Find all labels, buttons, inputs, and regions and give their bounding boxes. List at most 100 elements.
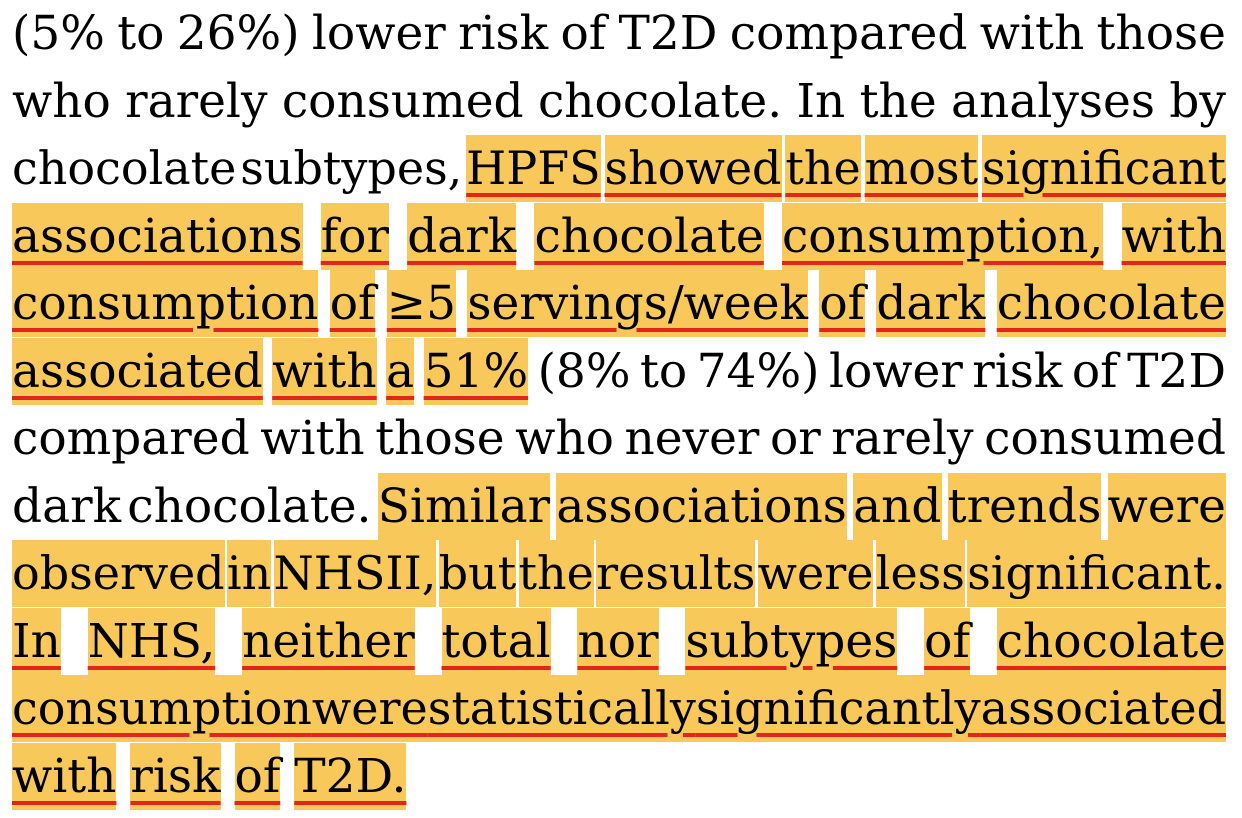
highlighted-word: the — [518, 540, 594, 607]
text-line: who rarely consumed chocolate. In the analyses… — [12, 68, 1226, 135]
word: to — [117, 6, 165, 61]
highlighted-underlined-word: the — [785, 135, 861, 202]
text-line: In NHS, neither total nor subtypes of chocolate — [12, 607, 1226, 675]
word: T2D — [618, 6, 718, 61]
word: of — [1071, 343, 1118, 399]
highlighted-underlined-word: significant — [981, 135, 1226, 202]
highlighted-underlined-word: consumption — [12, 270, 319, 337]
highlighted-underlined-word: HPFS — [466, 135, 601, 202]
highlighted-word: were — [1107, 472, 1226, 540]
highlighted-underlined-word: associated — [980, 675, 1227, 742]
word: to — [639, 343, 688, 399]
word: consumed — [984, 411, 1226, 466]
word: dark — [12, 478, 122, 534]
text-line: dark chocolate. Similar associations and tren… — [12, 472, 1226, 540]
highlighted-underlined-word: risk — [130, 742, 221, 810]
text-line: observed in NHSII, but the results were less sig… — [12, 540, 1226, 607]
word: with — [260, 411, 365, 466]
text-line: compared with those who never or rarely consume… — [12, 405, 1226, 472]
highlighted-underlined-word: T2D. — [294, 742, 407, 810]
word: chocolate. — [537, 73, 783, 129]
word: lower — [311, 6, 446, 61]
highlighted-underlined-word: of — [329, 270, 376, 337]
word: risk — [972, 343, 1063, 399]
highlighted-underlined-word: subtypes — [685, 607, 898, 675]
word: rarely — [831, 411, 974, 466]
word: chocolate — [12, 141, 237, 195]
highlighted-underlined-word: NHS, — [87, 607, 216, 675]
word: 26%) — [176, 6, 300, 61]
word: rarely — [125, 73, 268, 129]
text-line: chocolate subtypes, HPFS showed the most signi… — [12, 135, 1226, 202]
highlighted-underlined-word: chocolate — [534, 202, 764, 270]
highlighted-underlined-word: for — [320, 202, 389, 270]
text-line: with risk of T2D. — [12, 742, 1226, 810]
highlighted-underlined-word: total — [441, 607, 551, 675]
highlighted-word: Similar — [377, 472, 551, 540]
word: (5% — [12, 6, 105, 61]
highlighted-underlined-word: neither — [242, 607, 415, 675]
word: analyses — [951, 73, 1155, 129]
text-line: associations for dark chocolate consumption,… — [12, 202, 1226, 270]
highlighted-word: but — [438, 540, 517, 607]
highlighted-underlined-word: In — [12, 607, 61, 675]
word: never — [624, 411, 760, 466]
word: compared — [729, 6, 968, 61]
highlighted-underlined-word: statistically — [427, 675, 696, 742]
highlighted-underlined-word: associated — [12, 337, 263, 405]
word: consumed — [281, 73, 524, 129]
highlighted-word: results — [596, 540, 756, 607]
word: by — [1169, 73, 1226, 129]
word: risk — [458, 6, 549, 61]
highlighted-underlined-word: servings/week — [467, 270, 808, 337]
highlighted-underlined-word: with — [272, 337, 377, 405]
highlighted-underlined-word: of — [924, 607, 970, 675]
highlighted-underlined-word: chocolate — [996, 607, 1226, 675]
word: who — [515, 411, 614, 466]
highlighted-underlined-word: significantly — [695, 675, 981, 742]
word: who — [12, 73, 111, 129]
word: chocolate. — [127, 478, 372, 534]
highlighted-underlined-word: showed — [604, 135, 782, 202]
word: or — [769, 411, 821, 466]
word: T2D — [1127, 343, 1226, 399]
word: 74%) — [696, 343, 820, 399]
word: with — [979, 6, 1085, 61]
word: (8% — [537, 343, 631, 399]
highlighted-word: in — [226, 540, 272, 607]
highlighted-word: and — [853, 472, 942, 540]
word: In — [796, 73, 846, 129]
highlighted-underlined-word: associations — [12, 202, 303, 270]
highlighted-word: NHSII, — [273, 540, 437, 607]
highlighted-word: trends — [947, 472, 1102, 540]
highlighted-underlined-word: dark — [876, 270, 986, 337]
word: compared — [12, 411, 250, 466]
word: lower — [828, 343, 963, 399]
highlighted-underlined-word: with — [1121, 202, 1226, 270]
highlighted-underlined-word: nor — [577, 607, 659, 675]
highlighted-underlined-word: dark — [407, 202, 517, 270]
highlighted-underlined-word: ≥5 — [386, 270, 457, 337]
word: the — [859, 73, 937, 129]
highlighted-underlined-word: most — [864, 135, 978, 202]
highlighted-word: were — [757, 540, 874, 607]
highlighted-underlined-word: with — [12, 742, 117, 810]
highlighted-underlined-word: chocolate — [996, 270, 1226, 337]
word: those — [1096, 6, 1226, 61]
word: subtypes, — [240, 141, 463, 195]
highlighted-word: observed — [12, 540, 225, 607]
highlighted-underlined-word: of — [819, 270, 866, 337]
highlighted-word: associations — [556, 472, 847, 540]
word: of — [560, 6, 607, 61]
text-line: consumption of ≥5 servings/week of dark chocol… — [12, 270, 1226, 337]
highlighted-word: less — [875, 540, 965, 607]
highlighted-underlined-word: of — [234, 742, 281, 810]
highlighted-underlined-word: 51% — [423, 337, 529, 405]
text-line: consumption were statistically significantl… — [12, 675, 1227, 742]
highlighted-underlined-word: a — [386, 337, 415, 405]
highlighted-underlined-word: consumption — [12, 675, 312, 742]
highlighted-underlined-word: consumption, — [781, 202, 1104, 270]
text-line: (5% to 26%) lower risk of T2D compared with those — [12, 0, 1226, 67]
text-line: associated with a 51% (8% to 74%) lower risk of T2… — [12, 337, 1226, 405]
